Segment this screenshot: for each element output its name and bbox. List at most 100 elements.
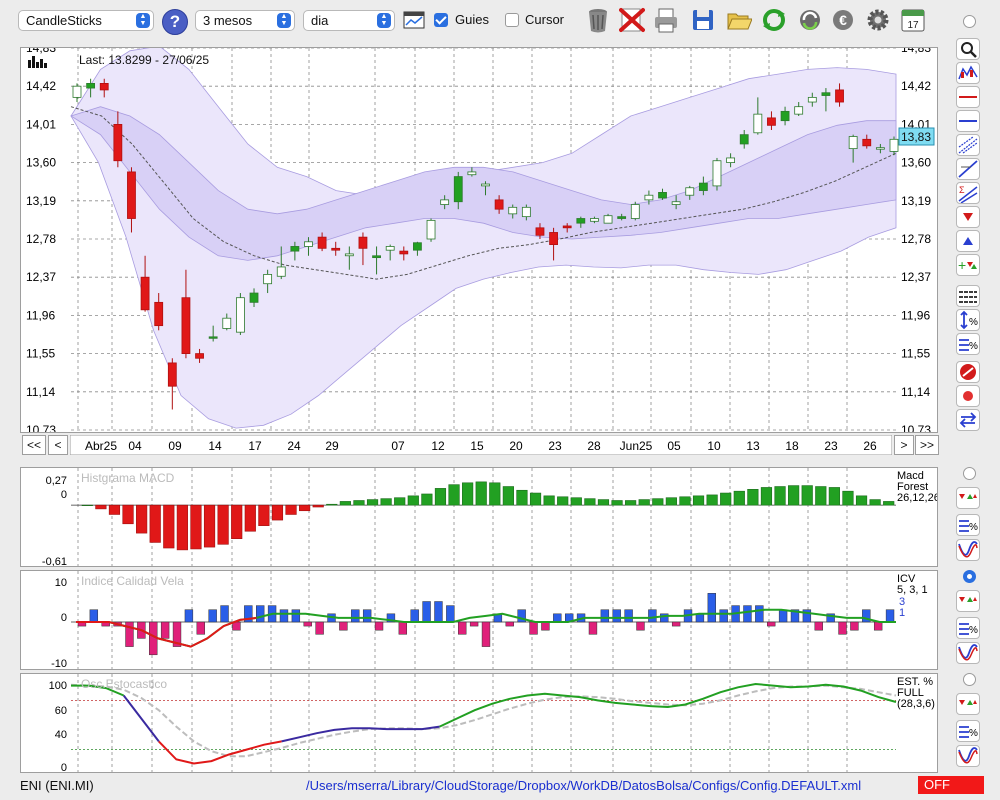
candle[interactable] bbox=[113, 111, 123, 168]
refresh-icon[interactable] bbox=[761, 6, 787, 34]
swap-icon[interactable] bbox=[956, 409, 980, 431]
panel-radio[interactable] bbox=[963, 570, 976, 583]
candle[interactable] bbox=[426, 218, 436, 242]
lines-percent-icon[interactable]: % bbox=[956, 514, 980, 536]
candle[interactable] bbox=[848, 134, 858, 163]
candle[interactable] bbox=[385, 244, 395, 261]
candle[interactable] bbox=[889, 136, 899, 156]
candle[interactable] bbox=[276, 246, 286, 280]
prev-page-button[interactable]: < bbox=[48, 435, 68, 455]
candle[interactable] bbox=[862, 134, 872, 149]
candle[interactable] bbox=[99, 78, 109, 98]
signal-arrows-icon[interactable] bbox=[956, 693, 980, 715]
add-signals-icon[interactable]: + bbox=[956, 254, 980, 276]
candle[interactable] bbox=[86, 78, 96, 98]
horizontal-blue-line-icon[interactable] bbox=[956, 110, 980, 132]
macd-histogram[interactable]: Histgrama MACD 0,27 0 -0,61 Macd Forest … bbox=[21, 468, 937, 566]
calendar-icon[interactable]: 17 bbox=[900, 6, 926, 34]
candle[interactable] bbox=[508, 204, 518, 219]
candle[interactable] bbox=[304, 237, 313, 256]
signal-arrows-icon[interactable] bbox=[956, 487, 980, 509]
candle[interactable] bbox=[413, 241, 422, 256]
candle[interactable] bbox=[603, 213, 613, 224]
candle[interactable] bbox=[753, 97, 763, 135]
channel-icon[interactable] bbox=[956, 134, 980, 156]
trendline-icon[interactable] bbox=[956, 158, 980, 180]
candle[interactable] bbox=[222, 313, 232, 331]
lines-percent-icon[interactable]: % bbox=[956, 720, 980, 742]
table-lines-icon[interactable] bbox=[956, 285, 980, 307]
candle[interactable] bbox=[167, 358, 177, 410]
candle[interactable] bbox=[590, 216, 599, 224]
candle[interactable] bbox=[72, 83, 82, 103]
candle[interactable] bbox=[290, 241, 300, 261]
candle[interactable] bbox=[521, 204, 531, 221]
delete-icon[interactable] bbox=[619, 6, 645, 34]
candle[interactable] bbox=[562, 223, 572, 233]
candle[interactable] bbox=[767, 111, 776, 130]
euro-icon[interactable]: € bbox=[830, 6, 856, 34]
candle[interactable] bbox=[208, 325, 218, 342]
oscillator-curve-icon[interactable] bbox=[956, 745, 980, 767]
candle[interactable] bbox=[630, 201, 640, 221]
icv-chart[interactable]: Indice Calidad Vela 10 0 -10 ICV 5, 3, 1… bbox=[21, 571, 937, 669]
candle[interactable] bbox=[127, 167, 136, 233]
candle[interactable] bbox=[344, 246, 354, 270]
candle[interactable] bbox=[467, 167, 477, 177]
candles-type-icon[interactable] bbox=[956, 62, 980, 84]
candle[interactable] bbox=[780, 106, 790, 126]
lines-percent-icon[interactable]: % bbox=[956, 333, 980, 355]
candle[interactable] bbox=[835, 83, 844, 107]
candle[interactable] bbox=[358, 232, 368, 266]
candle[interactable] bbox=[195, 348, 204, 363]
candle[interactable] bbox=[712, 157, 722, 191]
candle[interactable] bbox=[263, 269, 273, 294]
first-page-button[interactable]: << bbox=[22, 435, 46, 455]
oscillator-curve-icon[interactable] bbox=[956, 539, 980, 561]
trash-icon[interactable] bbox=[585, 6, 611, 34]
candle[interactable] bbox=[549, 227, 558, 261]
candle[interactable] bbox=[671, 195, 681, 210]
candle[interactable] bbox=[807, 92, 817, 107]
chart-settings-icon[interactable] bbox=[403, 10, 425, 30]
candle[interactable] bbox=[739, 129, 749, 149]
zoom-icon[interactable] bbox=[956, 38, 980, 60]
candle[interactable] bbox=[658, 188, 667, 200]
candle[interactable] bbox=[331, 241, 341, 256]
candle[interactable] bbox=[726, 153, 735, 168]
main-panel-radio[interactable] bbox=[963, 15, 976, 28]
candle[interactable] bbox=[154, 293, 164, 331]
cursor-checkbox[interactable] bbox=[505, 13, 519, 27]
gear-icon[interactable] bbox=[865, 6, 891, 34]
stochastic-chart[interactable]: Osc.Estocastico 100 60 40 0 EST. % FULL … bbox=[21, 674, 937, 772]
candle[interactable] bbox=[140, 255, 150, 312]
candle[interactable] bbox=[399, 246, 409, 261]
candle[interactable] bbox=[453, 171, 463, 210]
candle[interactable] bbox=[685, 185, 695, 200]
arrow-down-red-icon[interactable] bbox=[956, 206, 980, 228]
candle[interactable] bbox=[235, 293, 245, 335]
sigma-trend-icon[interactable]: Σ bbox=[956, 182, 980, 204]
help-icon[interactable]: ? bbox=[162, 9, 188, 35]
candle[interactable] bbox=[535, 223, 545, 239]
next-page-button[interactable]: > bbox=[894, 435, 914, 455]
save-icon[interactable] bbox=[690, 6, 716, 34]
candle[interactable] bbox=[821, 88, 831, 112]
candle[interactable] bbox=[494, 195, 504, 214]
candle[interactable] bbox=[317, 232, 327, 252]
oscillator-curve-icon[interactable] bbox=[956, 642, 980, 664]
candle[interactable] bbox=[794, 102, 804, 117]
print-icon[interactable] bbox=[653, 6, 679, 34]
period-select[interactable]: 3 mesos ▲ ▼ bbox=[195, 10, 295, 31]
config-path-link[interactable]: /Users/mserra/Library/CloudStorage/Dropb… bbox=[306, 778, 862, 793]
vertical-percent-icon[interactable]: % bbox=[956, 309, 980, 331]
candle[interactable] bbox=[576, 216, 586, 228]
interval-select[interactable]: dia ▲ ▼ bbox=[303, 10, 395, 31]
sync-icon[interactable] bbox=[797, 6, 823, 34]
chart-type-select[interactable]: CandleSticks ▲ ▼ bbox=[18, 10, 154, 31]
status-badge[interactable]: OFF bbox=[918, 776, 984, 794]
last-page-button[interactable]: >> bbox=[915, 435, 939, 455]
candle[interactable] bbox=[617, 213, 627, 221]
candle[interactable] bbox=[481, 181, 490, 196]
